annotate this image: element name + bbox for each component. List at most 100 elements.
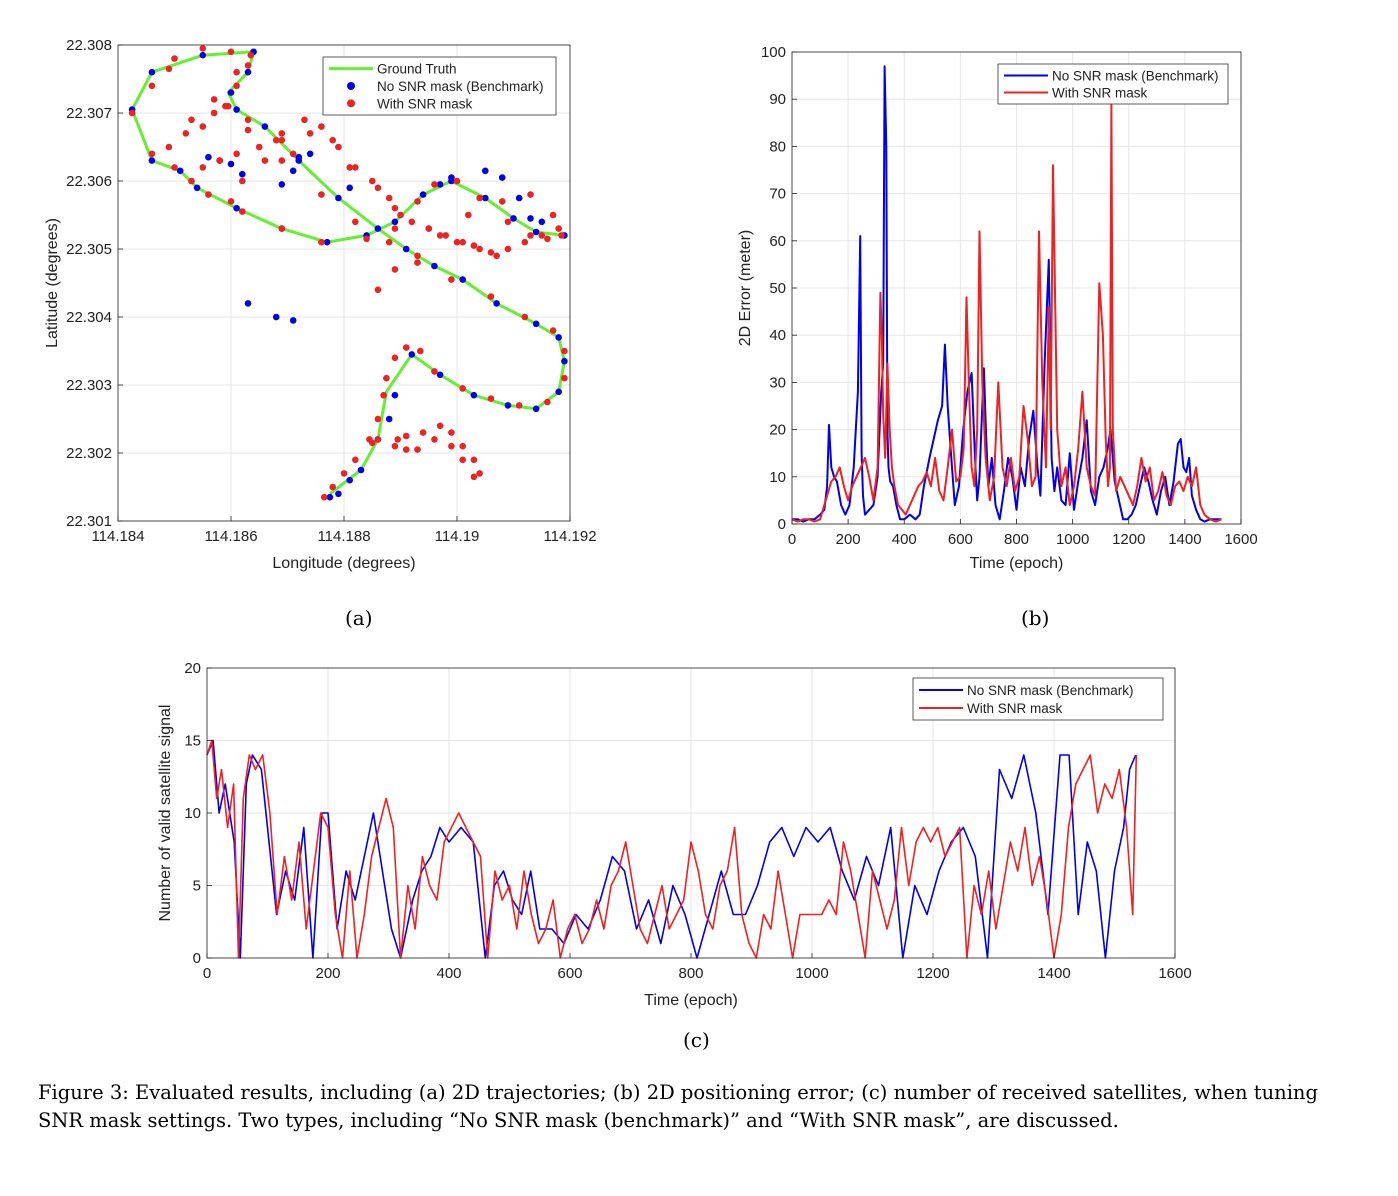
y-tick-label: 10 (769, 469, 786, 486)
x-tick-label: 0 (788, 531, 796, 548)
y-tick-label: 60 (769, 233, 786, 250)
y-tick-label: 22.308 (66, 37, 112, 54)
y-tick-label: 40 (769, 327, 786, 344)
data-point (476, 194, 483, 202)
data-point (402, 245, 410, 253)
data-point (239, 177, 246, 185)
data-point (493, 252, 500, 260)
data-point (504, 218, 512, 226)
data-point (239, 208, 246, 215)
data-point (346, 164, 354, 171)
data-point (476, 245, 483, 253)
data-point (233, 204, 240, 212)
legend-box (912, 677, 1164, 721)
data-point (210, 96, 218, 103)
y-tick-label: 90 (769, 91, 786, 108)
data-point (555, 388, 562, 396)
data-point (380, 391, 387, 399)
data-point (278, 157, 286, 164)
y-axis-label: Latitude (degrees) (44, 218, 61, 348)
data-point (374, 286, 382, 294)
legend: No SNR mask (Benchmark) With SNR mask (997, 63, 1229, 105)
data-point (504, 245, 512, 253)
data-point (318, 123, 325, 130)
data-point (402, 432, 410, 440)
x-tick-label: 1000 (1056, 531, 1089, 548)
data-point (369, 177, 376, 185)
data-point (199, 51, 207, 59)
legend-box (322, 56, 557, 116)
x-tick-label: 800 (1004, 531, 1029, 548)
y-tick-label: 22.305 (66, 241, 112, 258)
y-tick-label: 10 (184, 805, 201, 822)
data-point (128, 109, 136, 117)
data-point (188, 116, 195, 124)
data-point (498, 174, 506, 181)
data-point (431, 262, 438, 270)
data-point (272, 136, 280, 144)
data-point (374, 436, 382, 443)
data-point (561, 357, 568, 365)
data-point (244, 116, 252, 124)
data-point (527, 191, 534, 198)
data-point (487, 395, 495, 402)
data-point (383, 374, 390, 382)
data-point (431, 368, 438, 375)
data-point (465, 211, 472, 219)
x-tick-label: 114.19 (435, 528, 480, 545)
data-point (538, 232, 546, 239)
x-tick-label: 600 (948, 531, 973, 548)
data-point (408, 351, 416, 358)
data-point (148, 68, 156, 76)
data-point (397, 211, 404, 219)
data-point (278, 136, 286, 144)
y-tick-label: 22.307 (66, 105, 112, 122)
data-point (205, 153, 212, 161)
x-axis-label: Time (epoch) (644, 992, 738, 1009)
data-point (326, 493, 334, 501)
x-tick-label: 200 (836, 531, 861, 548)
x-tick-label: 114.192 (543, 528, 596, 545)
data-point (453, 238, 461, 246)
data-point (352, 164, 359, 171)
data-point (417, 347, 424, 355)
legend-label: No SNR mask (Benchmark) (1052, 69, 1219, 84)
data-point (318, 191, 325, 198)
series-line (791, 102, 1222, 523)
y-tick-label: 15 (184, 733, 201, 750)
legend-box (997, 63, 1229, 105)
data-point (295, 153, 303, 161)
data-point (419, 191, 427, 198)
legend-label: With SNR mask (1052, 86, 1148, 101)
data-point (436, 371, 444, 379)
data-point (335, 490, 342, 498)
data-point (561, 347, 568, 355)
data-point (515, 194, 523, 202)
data-point (436, 422, 444, 430)
data-point (527, 215, 534, 222)
data-point (346, 476, 354, 484)
data-point (247, 51, 255, 59)
data-point (425, 225, 433, 232)
series-line (206, 739, 1138, 959)
x-axis-label: Longitude (degrees) (272, 555, 415, 572)
data-point (233, 106, 240, 113)
y-tick-label: 22.304 (66, 309, 112, 326)
x-tick-label: 114.188 (317, 528, 370, 545)
data-point (436, 232, 444, 239)
data-point (391, 391, 399, 399)
data-point (165, 143, 173, 151)
data-point (352, 218, 359, 226)
x-tick-label: 400 (436, 965, 461, 982)
data-point (329, 136, 337, 144)
data-point (470, 242, 478, 249)
data-point (476, 470, 483, 477)
data-point (515, 402, 523, 409)
x-tick-label: 800 (678, 965, 703, 982)
data-point (244, 126, 252, 134)
x-tick-label: 114.184 (91, 528, 144, 545)
data-point (459, 456, 467, 464)
legend-label: No SNR mask (Benchmark) (967, 683, 1134, 698)
data-point (453, 177, 461, 185)
data-point (148, 150, 156, 158)
